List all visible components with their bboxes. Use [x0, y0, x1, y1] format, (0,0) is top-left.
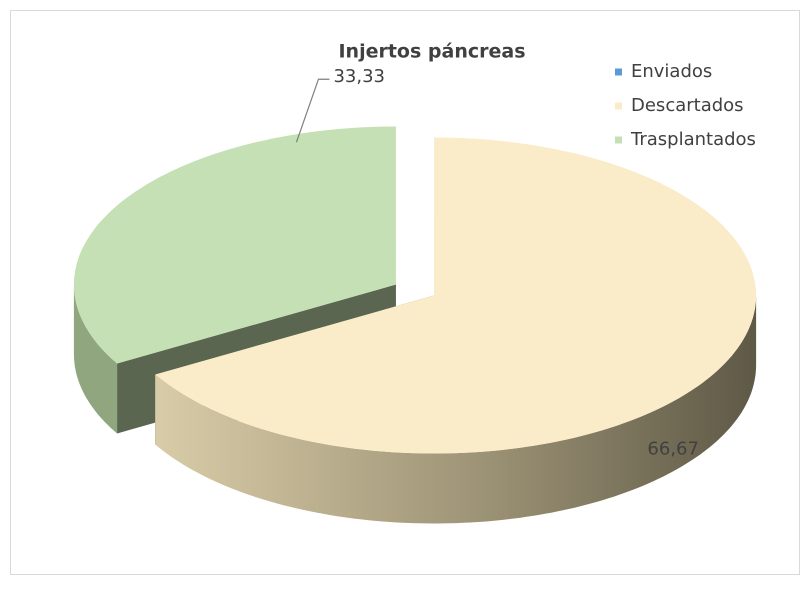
chart-title: Injertos páncreas	[338, 41, 525, 63]
data-label: 66,67	[647, 439, 699, 460]
legend-marker	[615, 68, 622, 76]
pie-slice	[74, 126, 396, 364]
slice-wall	[73, 284, 118, 434]
legend-marker	[615, 102, 622, 110]
leader-line	[295, 78, 330, 143]
legend-marker	[615, 136, 622, 144]
slice-wall	[155, 295, 757, 524]
legend-label: Trasplantados	[630, 129, 756, 150]
legend-label: Descartados	[631, 95, 744, 116]
legend-label: Enviados	[631, 61, 712, 82]
pie-slice	[155, 137, 756, 454]
data-label: 33,33	[333, 66, 385, 87]
